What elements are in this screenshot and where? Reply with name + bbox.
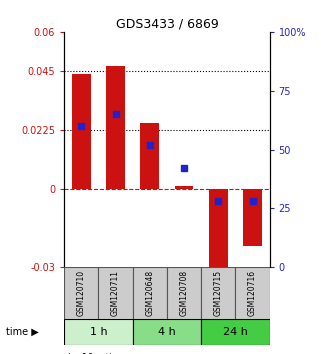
Bar bbox=[175, 186, 194, 189]
Text: 24 h: 24 h bbox=[223, 327, 248, 337]
Text: GSM120710: GSM120710 bbox=[77, 270, 86, 316]
Title: GDS3433 / 6869: GDS3433 / 6869 bbox=[116, 18, 218, 31]
Bar bbox=[243, 189, 262, 246]
Bar bbox=[235, 267, 270, 319]
Bar bbox=[133, 319, 201, 345]
Text: GSM120715: GSM120715 bbox=[214, 270, 223, 316]
Bar bbox=[167, 267, 201, 319]
Bar bbox=[201, 267, 235, 319]
Bar bbox=[133, 267, 167, 319]
Text: GSM120711: GSM120711 bbox=[111, 270, 120, 316]
Text: GSM120716: GSM120716 bbox=[248, 270, 257, 316]
Bar bbox=[99, 267, 133, 319]
Text: log10 ratio: log10 ratio bbox=[68, 353, 117, 354]
Text: 1 h: 1 h bbox=[90, 327, 107, 337]
Bar bbox=[64, 319, 133, 345]
Bar bbox=[209, 189, 228, 286]
Text: 4 h: 4 h bbox=[158, 327, 176, 337]
Bar bbox=[201, 319, 270, 345]
Text: GSM120648: GSM120648 bbox=[145, 270, 154, 316]
Bar bbox=[140, 124, 159, 189]
Text: time ▶: time ▶ bbox=[6, 327, 39, 337]
Text: GSM120708: GSM120708 bbox=[179, 270, 188, 316]
Bar bbox=[72, 74, 91, 189]
Bar bbox=[106, 66, 125, 189]
Bar bbox=[64, 267, 99, 319]
